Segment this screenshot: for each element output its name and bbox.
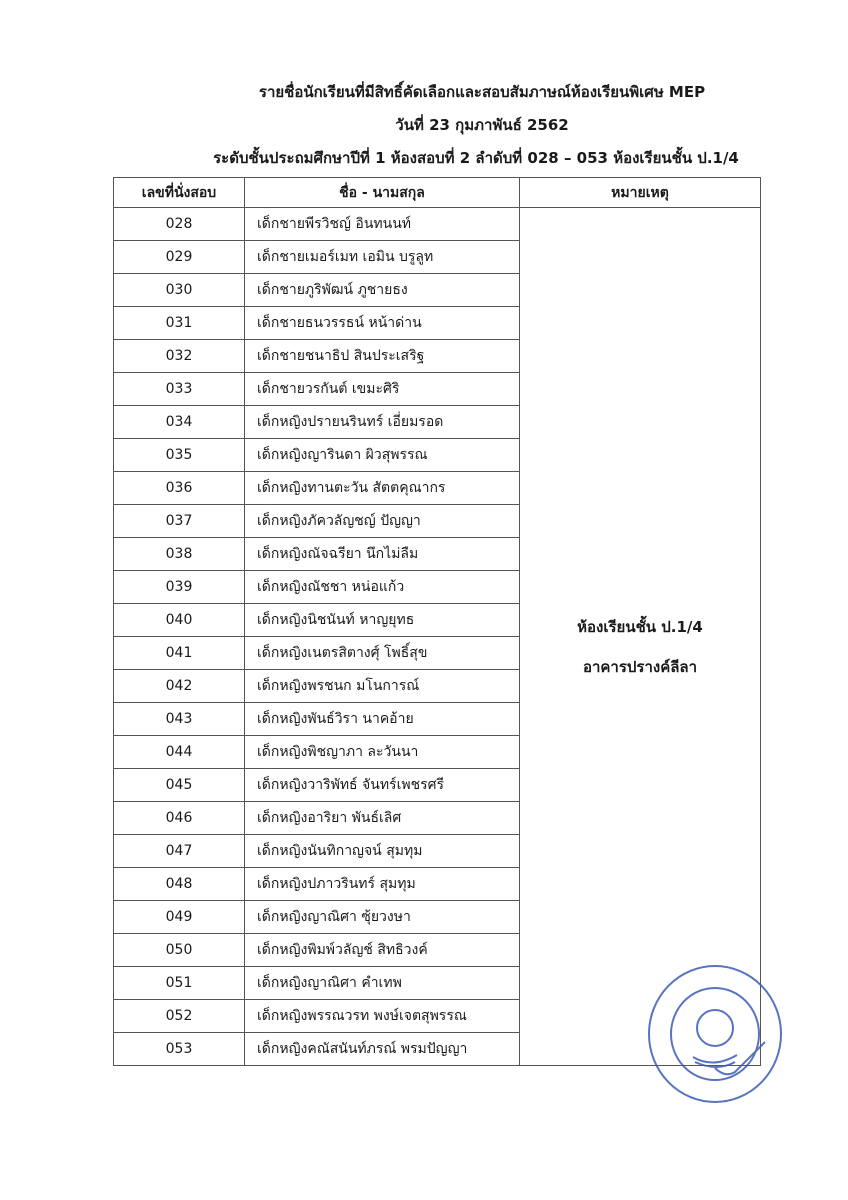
table-header-row: เลขที่นั่งสอบ ชื่อ - นามสกุล หมายเหตุ — [113, 177, 761, 208]
seat-number: 037 — [113, 504, 245, 538]
table-row: 043 เด็กหญิงพันธ์วิรา นาคอ้าย — [113, 702, 761, 736]
student-name: เด็กชายพีรวิชญ์ อินทนนท์ — [244, 207, 520, 241]
seat-number: 046 — [113, 801, 245, 835]
table-row: 031 เด็กชายธนวรรธน์ หน้าด่าน — [113, 306, 761, 340]
student-name: เด็กหญิงอาริยา พันธ์เลิศ — [244, 801, 520, 835]
student-name: เด็กหญิงณัชชา หน่อแก้ว — [244, 570, 520, 604]
remarks-cell: ห้องเรียนชั้น ป.1/4 อาคารปรางค์ลีลา — [519, 207, 761, 1066]
document-title: รายชื่อนักเรียนที่มีสิทธิ์คัดเลือกและสอบ… — [258, 83, 706, 101]
seat-number: 038 — [113, 537, 245, 571]
seat-number: 031 — [113, 306, 245, 340]
seat-number: 052 — [113, 999, 245, 1033]
seat-number: 048 — [113, 867, 245, 901]
seat-number: 041 — [113, 636, 245, 670]
student-name: เด็กหญิงญาณิศา ซุ้ยวงษา — [244, 900, 520, 934]
seat-number: 035 — [113, 438, 245, 472]
student-name: เด็กหญิงพรชนก มโนการณ์ — [244, 669, 520, 703]
school-stamp — [648, 965, 782, 1103]
table-row: 034 เด็กหญิงปรายนรินทร์ เอี่ยมรอด — [113, 405, 761, 439]
student-name: เด็กหญิงพิมพ์วลัญช์ สิทธิวงค์ — [244, 933, 520, 967]
table-row: 040 เด็กหญิงนิชนันท์ หาญยุทธ — [113, 603, 761, 637]
student-name: เด็กหญิงทานตะวัน สัตตคุณากร — [244, 471, 520, 505]
student-name: เด็กชายชนาธิป สินประเสริฐ — [244, 339, 520, 373]
student-name: เด็กหญิงนันทิกาญจน์ สุมทุม — [244, 834, 520, 868]
seat-number: 028 — [113, 207, 245, 241]
seat-number: 050 — [113, 933, 245, 967]
student-table: เลขที่นั่งสอบ ชื่อ - นามสกุล หมายเหตุ 02… — [113, 177, 761, 1066]
remarks-classroom: ห้องเรียนชั้น ป.1/4 — [577, 617, 703, 636]
table-row: 044 เด็กหญิงพิชญาภา ละวันนา — [113, 735, 761, 769]
seat-number: 033 — [113, 372, 245, 406]
student-name: เด็กหญิงนิชนันท์ หาญยุทธ — [244, 603, 520, 637]
table-row: 053 เด็กหญิงคณัสนันท์ภรณ์ พรมปัญญา — [113, 1032, 761, 1066]
seat-number: 034 — [113, 405, 245, 439]
table-row: 029 เด็กชายเมอร์เมท เอมิน บรูลูท — [113, 240, 761, 274]
student-name: เด็กหญิงญาณิศา คำเทพ — [244, 966, 520, 1000]
student-name: เด็กหญิงปรายนรินทร์ เอี่ยมรอด — [244, 405, 520, 439]
student-name: เด็กชายเมอร์เมท เอมิน บรูลูท — [244, 240, 520, 274]
student-name: เด็กชายธนวรรธน์ หน้าด่าน — [244, 306, 520, 340]
table-row: 042 เด็กหญิงพรชนก มโนการณ์ — [113, 669, 761, 703]
table-row: 036 เด็กหญิงทานตะวัน สัตตคุณากร — [113, 471, 761, 505]
seat-number: 036 — [113, 471, 245, 505]
seat-number: 039 — [113, 570, 245, 604]
student-name: เด็กหญิงคณัสนันท์ภรณ์ พรมปัญญา — [244, 1032, 520, 1066]
table-row: 051 เด็กหญิงญาณิศา คำเทพ — [113, 966, 761, 1000]
seat-number: 044 — [113, 735, 245, 769]
seat-number: 053 — [113, 1032, 245, 1066]
table-row: 048 เด็กหญิงปภาวรินทร์ สุมทุม — [113, 867, 761, 901]
column-header-seat-number: เลขที่นั่งสอบ — [113, 177, 245, 208]
student-name: เด็กหญิงพิชญาภา ละวันนา — [244, 735, 520, 769]
seat-number: 047 — [113, 834, 245, 868]
student-name: เด็กหญิงวาริพัทธ์ จันทร์เพชรศรี — [244, 768, 520, 802]
table-row: 041 เด็กหญิงเนตรสิตางศุ์ โพธิ์สุข — [113, 636, 761, 670]
student-name: เด็กหญิงณัจฉรียา นึกไม่ลืม — [244, 537, 520, 571]
seat-number: 051 — [113, 966, 245, 1000]
seat-number: 040 — [113, 603, 245, 637]
student-name: เด็กหญิงญารินดา ผิวสุพรรณ — [244, 438, 520, 472]
table-row: 032 เด็กชายชนาธิป สินประเสริฐ — [113, 339, 761, 373]
student-name: เด็กหญิงพรรณวรท พงษ์เจตสุพรรณ — [244, 999, 520, 1033]
table-row: 050 เด็กหญิงพิมพ์วลัญช์ สิทธิวงค์ — [113, 933, 761, 967]
seat-number: 032 — [113, 339, 245, 373]
seat-number: 049 — [113, 900, 245, 934]
seat-number: 030 — [113, 273, 245, 307]
student-name: เด็กหญิงพันธ์วิรา นาคอ้าย — [244, 702, 520, 736]
document-subtitle: ระดับชั้นประถมศึกษาปีที่ 1 ห้องสอบที่ 2 … — [213, 149, 739, 167]
seat-number: 043 — [113, 702, 245, 736]
seat-number: 042 — [113, 669, 245, 703]
table-row: 030 เด็กชายภูริพัฒน์ ภูชายธง — [113, 273, 761, 307]
student-name: เด็กหญิงปภาวรินทร์ สุมทุม — [244, 867, 520, 901]
seat-number: 029 — [113, 240, 245, 274]
document-date: วันที่ 23 กุมภาพันธ์ 2562 — [395, 116, 569, 134]
column-header-name: ชื่อ - นามสกุล — [244, 177, 520, 208]
student-name: เด็กชายวรกันต์ เขมะศิริ — [244, 372, 520, 406]
remarks-building: อาคารปรางค์ลีลา — [582, 657, 698, 676]
table-row: 052 เด็กหญิงพรรณวรท พงษ์เจตสุพรรณ — [113, 999, 761, 1033]
student-name: เด็กชายภูริพัฒน์ ภูชายธง — [244, 273, 520, 307]
table-row: 045 เด็กหญิงวาริพัทธ์ จันทร์เพชรศรี — [113, 768, 761, 802]
table-row: 038 เด็กหญิงณัจฉรียา นึกไม่ลืม — [113, 537, 761, 571]
table-row: 035 เด็กหญิงญารินดา ผิวสุพรรณ — [113, 438, 761, 472]
table-row: 028 เด็กชายพีรวิชญ์ อินทนนท์ ห้องเรียนชั้น… — [113, 207, 761, 1066]
seat-number: 045 — [113, 768, 245, 802]
column-header-remarks: หมายเหตุ — [519, 177, 761, 208]
student-name: เด็กหญิงภัควลัญชญ์ ปัญญา — [244, 504, 520, 538]
student-name: เด็กหญิงเนตรสิตางศุ์ โพธิ์สุข — [244, 636, 520, 670]
table-row: 033 เด็กชายวรกันต์ เขมะศิริ — [113, 372, 761, 406]
